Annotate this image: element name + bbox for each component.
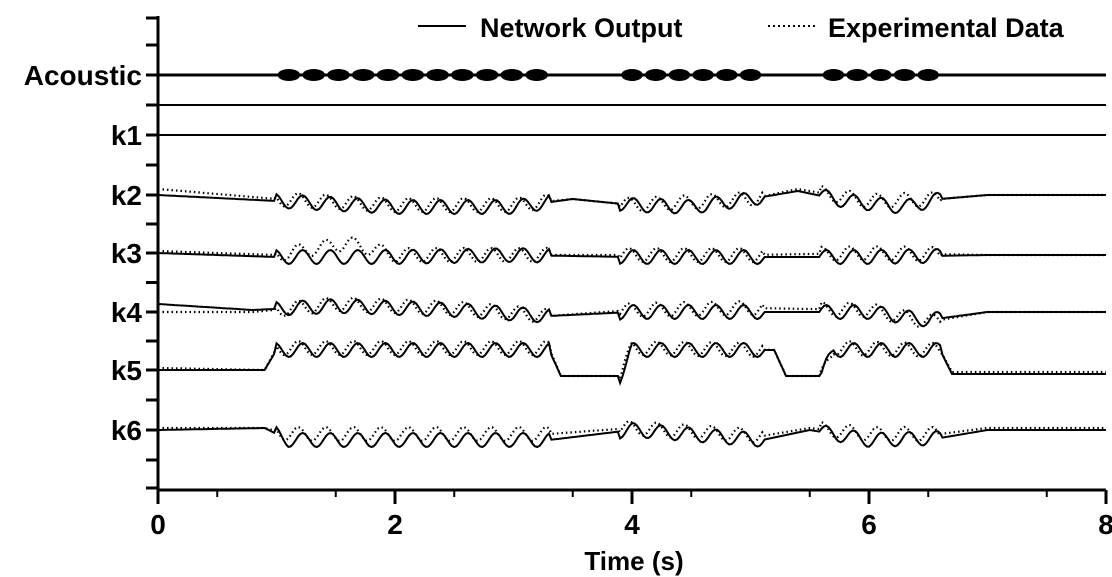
series-network-output-k3 [157,247,1106,266]
x-tick-label-2: 2 [387,509,403,540]
y-track-label-k4: k4 [111,297,143,328]
acoustic-burst-0 [525,69,549,81]
acoustic-burst-2 [917,69,940,81]
acoustic-burst-0 [401,69,425,81]
legend: Network Output Experimental Data [418,13,1065,43]
y-track-label-k6: k6 [111,415,142,446]
acoustic-burst-1 [692,69,714,81]
x-tick-label-0: 0 [150,509,166,540]
tracks [157,69,1106,449]
acoustic-burst-2 [870,69,892,81]
y-track-label-k5: k5 [111,355,142,386]
axes: Acoustic k1 k2 k3 k4 k5 k6 0 2 4 6 8 [24,16,1112,540]
series-experimental-data-k3 [157,236,1106,264]
y-track-label-k3: k3 [111,238,142,269]
series-experimental-data-k6 [158,420,1106,444]
series-network-output-k6 [158,422,1106,449]
legend-label-experimental-data: Experimental Data [828,13,1065,43]
series-experimental-data-k5 [158,339,1106,382]
acoustic-burst-0 [475,69,499,81]
acoustic-burst-1 [739,69,762,81]
acoustic-burst-0 [376,69,400,81]
acoustic-burst-1 [668,69,691,81]
x-axis-label: Time (s) [584,546,683,576]
acoustic-burst-2 [893,69,916,81]
x-tick-label-6: 6 [861,509,877,540]
series-network-output-k4 [157,298,1106,328]
acoustic-burst-1 [644,69,667,81]
series-experimental-data-k4 [158,296,1106,329]
y-track-label-k1: k1 [111,120,142,151]
series-network-output-k2 [157,188,1106,216]
acoustic-burst-2 [846,69,869,81]
acoustic-burst-1 [621,69,643,81]
y-track-label-acoustic: Acoustic [24,60,142,91]
acoustic-burst-0 [450,69,474,81]
x-tick-label-8: 8 [1098,509,1112,540]
series-network-output-k5 [158,341,1106,386]
legend-label-network-output: Network Output [480,13,683,43]
y-track-label-k2: k2 [111,180,142,211]
acoustic-burst-0 [277,69,301,81]
acoustic-burst-0 [426,69,449,81]
x-tick-label-4: 4 [624,509,640,540]
acoustic-burst-2 [822,69,845,81]
acoustic-burst-0 [500,69,524,81]
acoustic-burst-0 [327,69,350,81]
acoustic-burst-0 [302,69,326,81]
series-experimental-data-k2 [157,184,1106,214]
acoustic-burst-1 [715,69,738,81]
acoustic-burst-0 [351,69,375,81]
